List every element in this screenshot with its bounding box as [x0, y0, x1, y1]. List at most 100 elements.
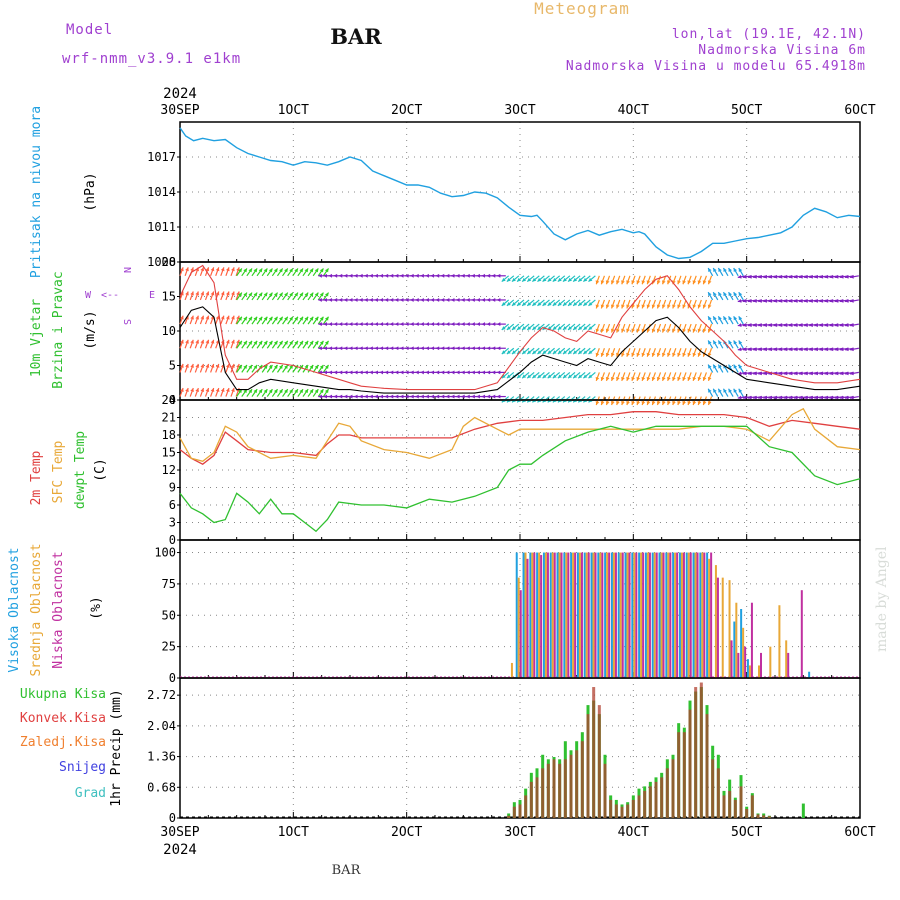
wind-arrow-head — [768, 395, 773, 400]
wind-arrow-head — [304, 389, 309, 394]
y-tick-label: 0 — [169, 671, 176, 685]
wind-arrow-head — [238, 389, 242, 394]
wind-arrow-head — [369, 346, 373, 351]
wind-arrow-head — [425, 370, 429, 375]
wind-arrow-head — [481, 322, 486, 327]
wind-arrow-head — [799, 371, 803, 376]
wind-arrow-head — [656, 280, 661, 285]
wind-arrow-head — [279, 365, 283, 370]
cloud-bar-high — [570, 552, 573, 678]
wind-arrow-head — [190, 315, 194, 320]
wind-dir-north: N — [121, 267, 132, 273]
cloud-bar-high — [706, 552, 709, 678]
wind-arrow-head — [284, 292, 288, 297]
wind-arrow-head — [425, 346, 429, 351]
wind-axis-label-1: 10m Vjetar — [29, 299, 44, 377]
wind-arrow-head — [682, 304, 686, 309]
wind-arrow-head — [328, 346, 333, 351]
wind-arrow-head — [491, 394, 496, 399]
wind-arrow-head — [656, 352, 661, 357]
wind-arrow-head — [491, 273, 496, 278]
wind-arrow-head — [578, 350, 583, 355]
wind-arrow-head — [394, 346, 399, 351]
wind-arrow-head — [819, 299, 824, 303]
wind-arrow-head — [605, 401, 610, 406]
wind-arrow-head — [677, 401, 681, 406]
wind-arrow-head — [737, 274, 742, 279]
wind-arrow-head — [501, 350, 506, 355]
wind-arrow-head — [626, 304, 630, 309]
wind-arrow-head — [466, 273, 470, 278]
wind-arrow-head — [309, 316, 314, 321]
cloud-bar-mid — [660, 552, 663, 678]
wind-arrow-head — [793, 347, 798, 352]
wind-arrow-head — [713, 388, 717, 393]
wind-arrow-head — [253, 365, 258, 370]
wind-arrow-head — [220, 315, 225, 320]
wind-arrow-head — [384, 273, 389, 278]
wind-arrow-head — [318, 346, 322, 351]
wind-arrow-head — [621, 280, 625, 285]
wind-arrow-head — [279, 340, 283, 345]
wind-arrow-head — [778, 395, 783, 400]
wind-arrow-head — [824, 371, 829, 376]
wind-arrow-head — [263, 389, 268, 394]
wind-arrow-head — [471, 394, 475, 399]
wind-arrow-head — [788, 347, 793, 352]
wind-arrow-head — [343, 370, 348, 375]
wind-arrow-head — [491, 298, 496, 302]
wind-arrow-head — [420, 298, 424, 302]
cloud-bar-mid — [558, 552, 561, 678]
wind-arrow-head — [215, 291, 220, 296]
wind-arrow-head — [279, 292, 283, 297]
wind-arrow-head — [631, 401, 635, 406]
wind-arrow-head — [692, 376, 697, 381]
wind-arrow-head — [374, 370, 378, 375]
wind-arrow-head — [753, 274, 757, 279]
bottom-tick-label: 6OCT — [844, 825, 875, 840]
wind-arrow-head — [537, 277, 542, 282]
wind-arrow-head — [501, 374, 506, 379]
cloud-bar-low — [689, 552, 692, 678]
wind-arrow-head — [284, 268, 288, 273]
wind-arrow-head — [621, 328, 625, 333]
wind-arrow-head — [430, 370, 435, 375]
wind-arrow-head — [616, 401, 620, 406]
wind-arrow-head — [742, 347, 747, 352]
wind-arrow-head — [610, 352, 615, 357]
wind-arrow-head — [697, 304, 702, 309]
precip-bar-convective — [535, 777, 539, 818]
wind-arrow-head — [661, 376, 666, 381]
wind-arrow-head — [430, 322, 435, 327]
wind-arrow-head — [389, 394, 394, 399]
cloud-bar-low — [519, 590, 522, 678]
wind-arrow-head — [748, 274, 752, 279]
wind-arrow-head — [238, 316, 242, 321]
wind-arrow-head — [445, 394, 450, 399]
wind-arrow-head — [568, 374, 572, 379]
wind-arrow-head — [445, 273, 450, 278]
wind-arrow-head — [364, 273, 368, 278]
wind-arrow-head — [610, 328, 615, 333]
wind-arrow-head — [225, 291, 230, 296]
wind-arrow-head — [369, 370, 373, 375]
precip-bar-convective — [654, 781, 658, 818]
wind-arrow-head — [788, 395, 793, 400]
wind-arrow-head — [605, 352, 610, 357]
wind-arrow-head — [374, 273, 378, 278]
wind-arrow-head — [605, 376, 610, 381]
wind-arrow-head — [728, 388, 732, 393]
wind-arrow-head — [552, 302, 557, 306]
wind-arrow-head — [661, 352, 666, 357]
wind-arrow-head — [799, 274, 803, 279]
wind-arrow-head — [738, 292, 743, 297]
wind-arrow-head — [621, 376, 625, 381]
wind-arrow-head — [692, 280, 697, 285]
wind-arrow-head — [359, 394, 363, 399]
wind-arrow-head — [263, 340, 268, 345]
wind-arrow-head — [496, 273, 501, 278]
wind-arrow-head — [636, 401, 641, 406]
wind-arrow-head — [600, 328, 605, 333]
wind-arrow-head — [814, 299, 819, 303]
wind-arrow-head — [677, 352, 681, 357]
